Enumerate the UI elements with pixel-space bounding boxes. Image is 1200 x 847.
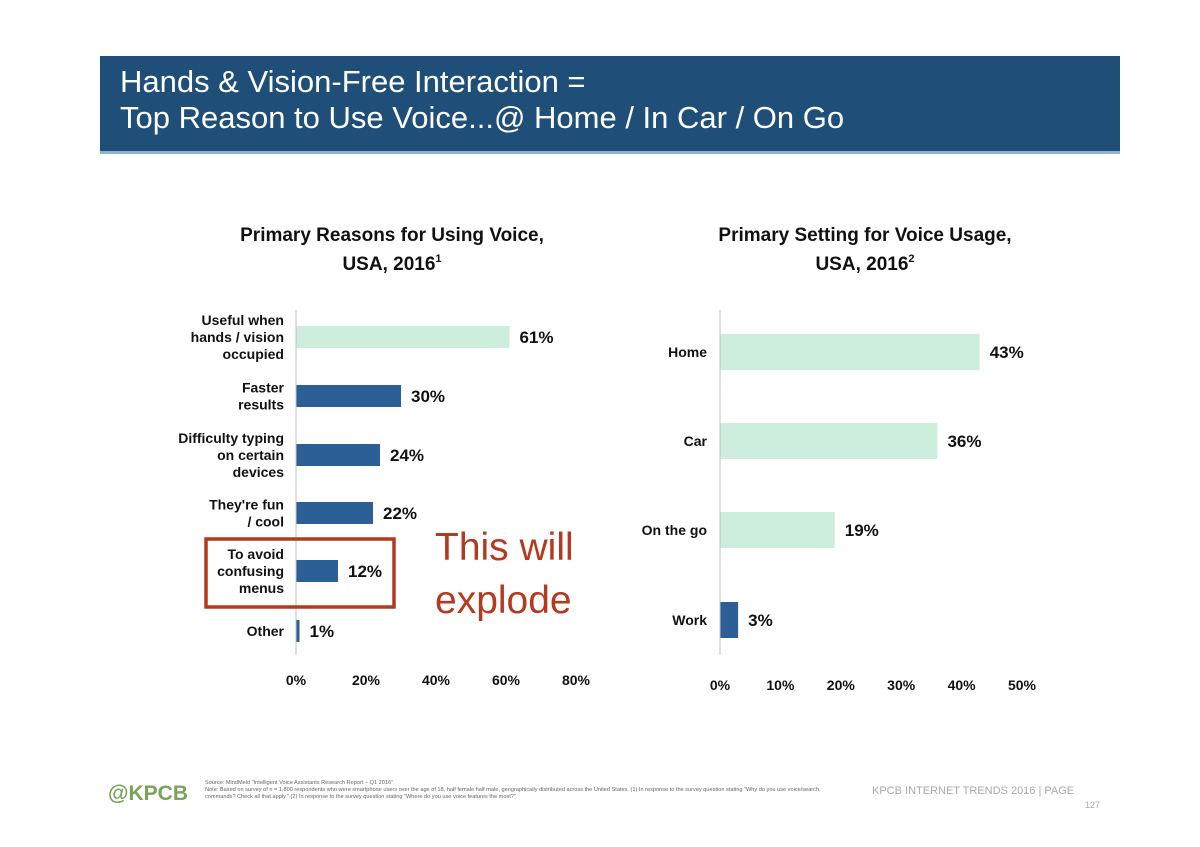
chart-reasons-bar-2 [296,444,380,466]
chart-settings-tick-label-5: 50% [1008,677,1037,693]
chart-settings-tick-label-4: 40% [948,677,977,693]
chart-settings-tick-label-3: 30% [887,677,916,693]
chart-reasons-category-label-0-line-2: occupied [223,346,284,362]
chart-settings-category-label-2-line-0: On the go [642,522,707,538]
chart-settings-value-label-0: 43% [990,343,1024,362]
chart-settings-title-text: USA, 2016 [815,254,908,275]
chart-reasons-category-label-1-line-0: Faster [242,380,285,396]
page-number: 127 [1085,800,1101,810]
chart-settings-tick-label-1: 10% [766,677,795,693]
chart-reasons-value-label-2: 24% [390,446,424,465]
chart-settings-tick-label-2: 20% [827,677,856,693]
chart-reasons-tick-label-4: 80% [562,672,591,688]
chart-reasons-bar-0 [296,326,510,348]
chart-settings-bar-0 [720,334,980,370]
chart-settings-value-label-2: 19% [845,521,879,540]
chart-reasons-value-label-0: 61% [520,328,554,347]
chart-settings-bar-1 [720,423,938,459]
chart-reasons-category-label-4-line-1: confusing [217,563,284,579]
chart-settings-category-label-0-line-0: Home [668,344,707,360]
chart-reasons-category-label-4: To avoid confusing menus [217,546,284,596]
title-bar: Hands & Vision-Free Interaction = Top Re… [100,56,1120,154]
footer-notes: Source: MindMeld "Intelligent Voice Assi… [205,780,845,801]
chart-reasons-category-label-2-line-1: on certain [217,447,284,463]
chart-reasons-category-label-0: Useful when hands / vision occupied [191,312,284,362]
chart-reasons: Primary Reasons for Using Voice, USA, 20… [178,225,590,688]
chart-reasons-category-label-5: Other [247,623,285,639]
chart-settings-title-footnote: 2 [908,253,914,265]
chart-settings-category-label-1: Car [684,433,708,449]
chart-reasons-title-footnote: 1 [435,253,441,265]
chart-reasons-category-label-4-line-2: menus [239,580,284,596]
chart-reasons-tick-label-2: 40% [422,672,451,688]
chart-reasons-category-label-3-line-1: / cool [247,514,284,530]
chart-reasons-category-label-0-line-0: Useful when [202,312,284,328]
chart-settings-bar-3 [720,602,739,638]
chart-reasons-category-label-0-line-1: hands / vision [191,329,284,345]
annotation-line-1: This will [435,526,574,569]
chart-reasons-bar-1 [296,385,401,407]
page-title-line-1: Hands & Vision-Free Interaction = [120,64,586,99]
chart-reasons-bar-5 [296,620,300,642]
chart-reasons-title-text: USA, 2016 [342,254,435,275]
chart-settings-tick-label-0: 0% [710,677,731,693]
page-title-line-2: Top Reason to Use Voice...@ Home / In Ca… [120,100,845,135]
chart-reasons-title-line-2: USA, 20161 [342,253,441,275]
chart-reasons-category-label-1: Faster results [238,380,284,413]
footer-brand-page: KPCB INTERNET TRENDS 2016 | PAGE [872,785,1075,797]
footer-source: Source: MindMeld "Intelligent Voice Assi… [205,780,394,786]
chart-reasons-bar-4 [296,560,338,582]
chart-settings-value-label-3: 3% [748,611,773,630]
chart-settings-category-label-2: On the go [642,522,707,538]
kpcb-logo: @KPCB [108,782,188,805]
chart-reasons-category-label-4-line-0: To avoid [227,546,284,562]
chart-reasons-tick-label-3: 60% [492,672,521,688]
chart-reasons-title-line-1: Primary Reasons for Using Voice, [240,225,544,246]
chart-settings-category-label-3-line-0: Work [672,612,707,628]
chart-settings-title-line-1: Primary Setting for Voice Usage, [718,225,1011,246]
highlight-box [204,537,396,609]
chart-settings-title-line-2: USA, 20162 [815,253,914,275]
chart-reasons-category-label-5-line-0: Other [247,623,285,639]
chart-reasons-value-label-4: 12% [348,562,382,581]
chart-reasons-category-label-3-line-0: They're fun [209,497,284,513]
chart-settings-value-label-1: 36% [947,432,981,451]
chart-reasons-bar-3 [296,502,373,524]
chart-settings-category-label-0: Home [668,344,707,360]
chart-reasons-category-label-2-line-2: devices [233,464,285,480]
footer-note: Note: Based on survey of n = 1,800 respo… [205,787,820,800]
chart-reasons-category-label-2: Difficulty typing on certain devices [178,430,284,480]
chart-reasons-tick-label-0: 0% [286,672,307,688]
chart-settings-bar-2 [720,512,835,548]
chart-reasons-category-label-1-line-1: results [238,397,284,413]
chart-settings: Primary Setting for Voice Usage, USA, 20… [642,225,1037,693]
chart-reasons-category-label-3: They're fun / cool [209,497,284,530]
chart-reasons-category-label-2-line-0: Difficulty typing [178,430,284,446]
annotation: This will explode [435,526,574,622]
chart-reasons-value-label-1: 30% [411,387,445,406]
chart-reasons-value-label-5: 1% [310,622,335,641]
chart-settings-category-label-1-line-0: Car [684,433,708,449]
chart-settings-category-label-3: Work [672,612,707,628]
chart-reasons-tick-label-1: 20% [352,672,381,688]
annotation-line-2: explode [435,579,572,622]
chart-reasons-value-label-3: 22% [383,504,417,523]
